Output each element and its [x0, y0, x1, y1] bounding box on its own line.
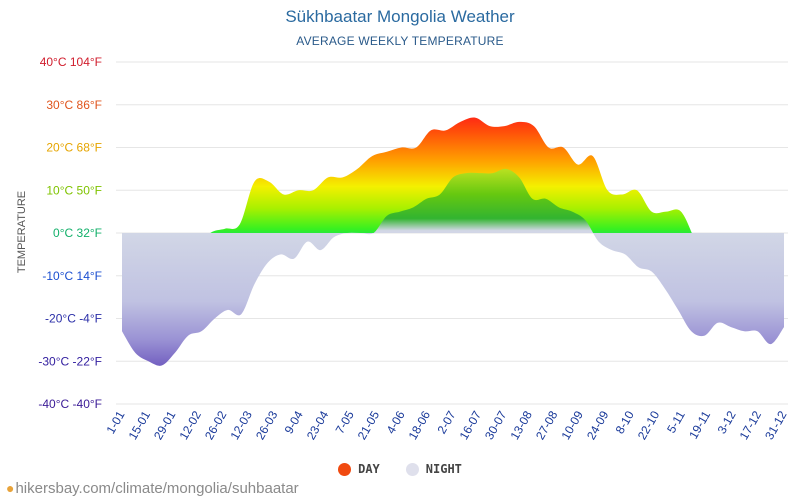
day-dot-icon: [338, 462, 352, 476]
night-dot-icon: [405, 462, 419, 476]
chart-title: Sükhbaatar Mongolia Weather: [285, 7, 515, 26]
y-tick-label: -30°C -22°F: [38, 354, 102, 368]
y-tick-label: 30°C 86°F: [46, 98, 102, 112]
y-tick-label: -40°C -40°F: [38, 397, 102, 411]
x-tick-label: 26-03: [253, 408, 281, 442]
night-temperature-area: [122, 168, 784, 366]
x-tick-label: 26-02: [202, 408, 230, 442]
x-tick-label: 12-03: [227, 408, 255, 442]
y-axis-labels: 40°C 104°F 30°C 86°F 20°C 68°F 10°C 50°F 0°C…: [38, 55, 102, 411]
x-tick-label: 19-11: [686, 408, 713, 441]
y-tick-label: 10°C 50°F: [46, 183, 102, 197]
y-tick-label: 40°C 104°F: [40, 55, 102, 69]
night-area: [122, 168, 784, 366]
x-tick-label: 21-05: [355, 408, 383, 442]
x-tick-label: 15-01: [126, 408, 154, 442]
x-tick-label: 30-07: [482, 408, 510, 442]
x-tick-label: 16-07: [457, 408, 485, 442]
x-tick-label: 23-04: [304, 408, 332, 442]
x-tick-label: 18-06: [406, 408, 434, 442]
legend: DAY NIGHT: [0, 462, 800, 476]
x-tick-label: 29-01: [151, 408, 179, 442]
chart-subtitle: AVERAGE WEEKLY TEMPERATURE: [296, 34, 504, 48]
legend-label-day: DAY: [358, 462, 380, 476]
x-tick-label: 17-12: [737, 408, 765, 442]
source-text: hikersbay.com/climate/mongolia/suhbaatar: [15, 480, 299, 497]
x-tick-label: 4-06: [384, 408, 408, 436]
x-tick-label: 7-05: [333, 408, 357, 436]
x-tick-label: 22-10: [635, 408, 663, 442]
legend-label-night: NIGHT: [425, 462, 462, 476]
legend-item-night[interactable]: NIGHT: [405, 462, 462, 476]
x-tick-label: 9-04: [282, 408, 306, 436]
y-tick-label: 0°C 32°F: [53, 226, 102, 240]
x-tick-label: 31-12: [762, 408, 790, 442]
location-pin-icon: ●: [6, 480, 15, 496]
y-tick-label: -20°C -4°F: [45, 312, 102, 326]
source-link[interactable]: ●hikersbay.com/climate/mongolia/suhbaata…: [6, 480, 299, 497]
y-tick-label: -10°C 14°F: [42, 269, 102, 283]
y-axis-title: TEMPERATURE: [16, 191, 28, 273]
x-tick-label: 27-08: [533, 408, 561, 442]
x-tick-label: 24-09: [584, 408, 612, 442]
x-tick-label: 10-09: [558, 408, 586, 442]
x-tick-label: 12-02: [177, 408, 205, 442]
x-tick-label: 8-10: [613, 408, 637, 436]
x-tick-label: 1-01: [103, 408, 127, 436]
x-tick-label: 13-08: [508, 408, 536, 442]
x-tick-label: 2-07: [434, 408, 458, 436]
x-tick-label: 5-11: [664, 408, 688, 435]
y-tick-label: 20°C 68°F: [46, 141, 102, 155]
legend-item-day[interactable]: DAY: [338, 462, 380, 476]
x-tick-label: 3-12: [715, 408, 739, 436]
